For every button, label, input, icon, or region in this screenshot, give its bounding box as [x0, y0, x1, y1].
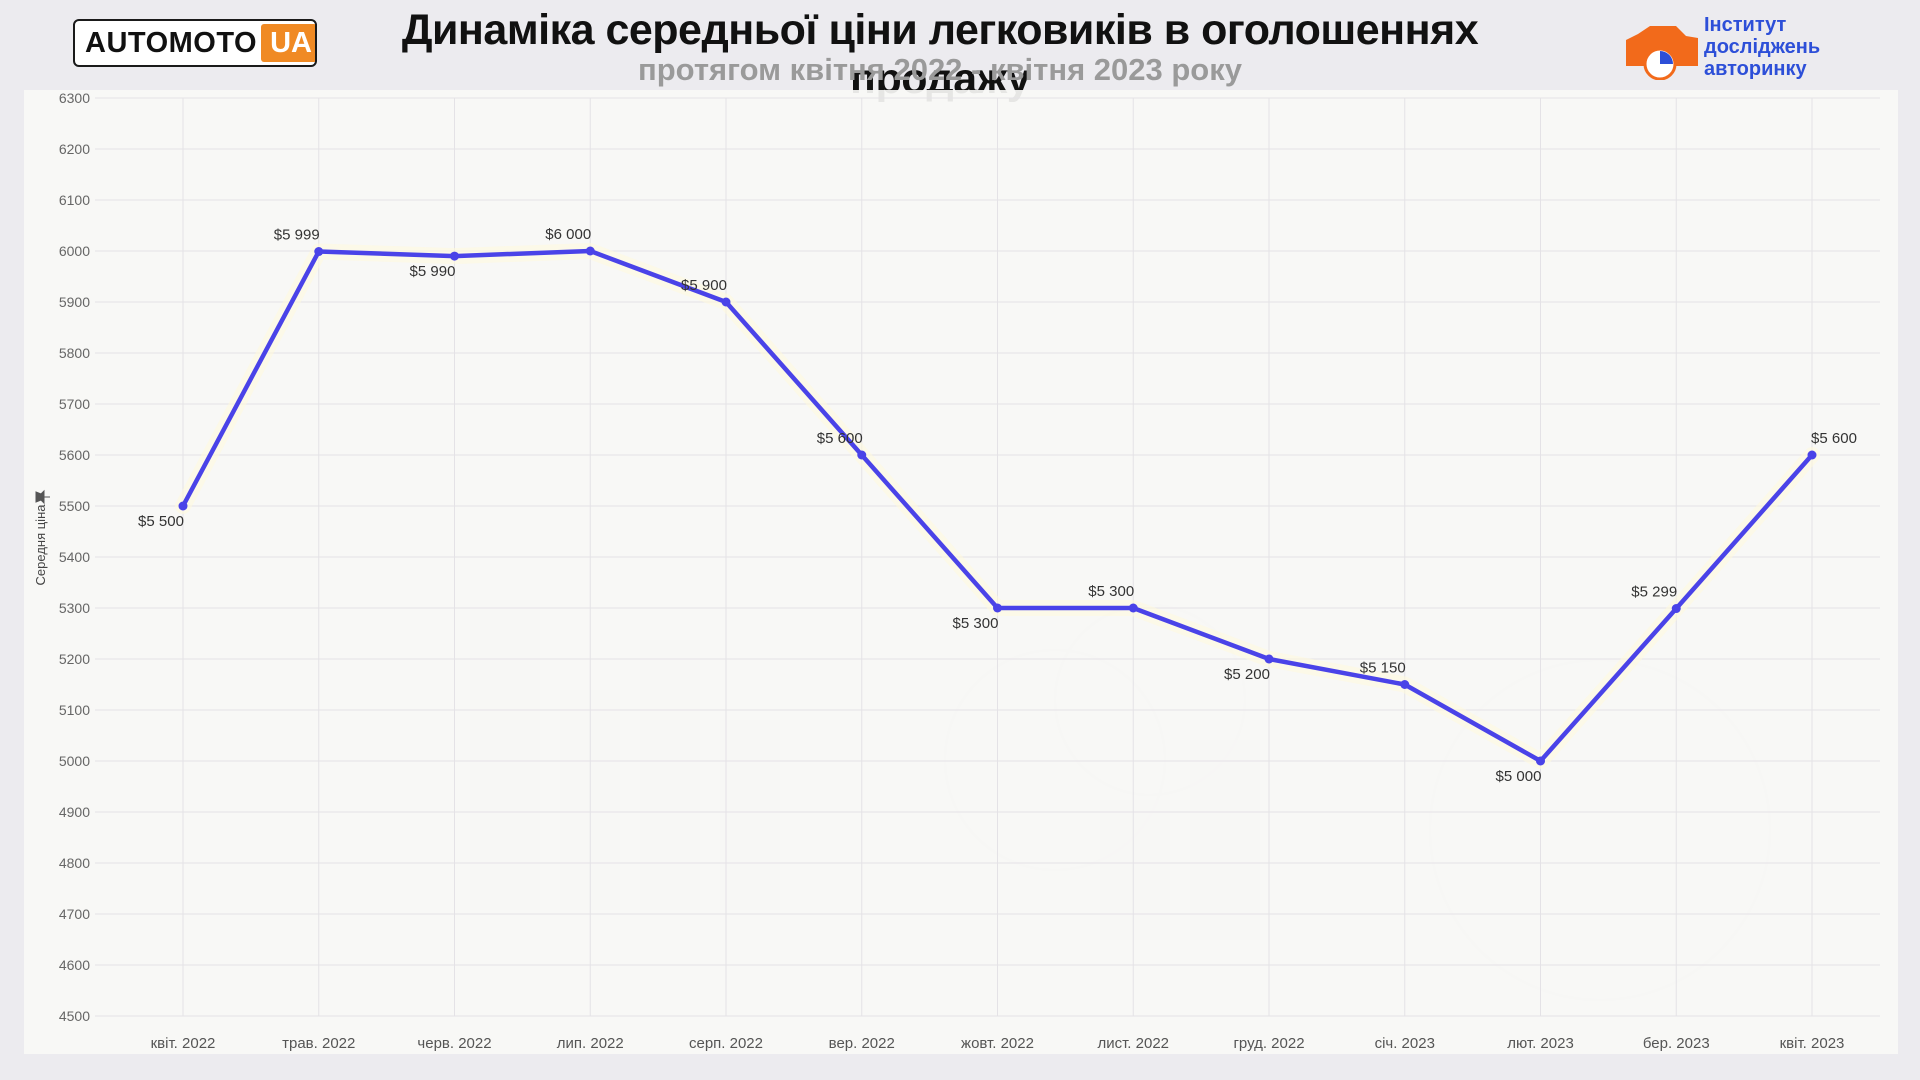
x-tick-label: трав. 2022 — [282, 1035, 355, 1052]
data-point — [993, 603, 1002, 613]
data-label: $5 600 — [817, 430, 863, 447]
logo-text-automoto: AUTOMOTO — [85, 26, 258, 59]
institute-logo[interactable]: Інститут досліджень авторинку — [1624, 14, 1894, 80]
x-tick-label: січ. 2023 — [1375, 1035, 1435, 1052]
institute-logo-line: авторинку — [1704, 58, 1807, 80]
logo-text-ua: UA — [261, 24, 315, 62]
y-tick-label: 5100 — [59, 702, 90, 718]
x-tick-label: вер. 2022 — [829, 1035, 895, 1052]
y-axis-ticks: 4500 4600 4700 4800 4900 5000 5100 5200 5300 5400… — [59, 90, 90, 1024]
data-label: $5 150 — [1360, 660, 1406, 677]
data-label: $5 300 — [1088, 583, 1134, 600]
data-point — [314, 247, 324, 257]
y-tick-label: 5500 — [59, 498, 90, 514]
automoto-ua-logo[interactable]: AUTOMOTO UA — [73, 19, 317, 67]
data-label: $5 990 — [410, 263, 456, 280]
data-point — [585, 246, 595, 256]
y-tick-label: 5600 — [59, 447, 90, 463]
y-tick-label: 4800 — [59, 855, 90, 871]
y-tick-label: 5300 — [59, 600, 90, 616]
x-tick-label: черв. 2022 — [417, 1035, 491, 1052]
x-tick-label: лист. 2022 — [1097, 1035, 1169, 1052]
y-tick-label: 5700 — [59, 396, 90, 412]
data-point — [1536, 756, 1545, 766]
data-point — [1128, 603, 1138, 613]
data-point — [1807, 450, 1817, 460]
y-tick-label: 5000 — [59, 753, 90, 769]
data-point — [1264, 654, 1274, 664]
y-tick-label: 4600 — [59, 957, 90, 973]
data-label: $5 000 — [1496, 768, 1542, 785]
data-label: $5 900 — [681, 277, 727, 294]
institute-logo-line: досліджень — [1704, 36, 1821, 58]
y-tick-label: 6200 — [59, 141, 90, 157]
y-axis-label: Середня ціна — [33, 504, 48, 586]
x-tick-label: лют. 2023 — [1507, 1035, 1574, 1052]
series-layer — [175, 243, 1820, 769]
x-tick-label: серп. 2022 — [689, 1035, 763, 1052]
x-tick-label: груд. 2022 — [1233, 1035, 1304, 1052]
data-label: $5 999 — [274, 227, 320, 244]
x-tick-label: лип. 2022 — [557, 1035, 624, 1052]
data-labels: $5 500 $5 999 $5 990 $6 000 $5 900 $5 600 $5 3… — [138, 226, 1857, 785]
car-pie-icon — [1626, 26, 1698, 80]
page-subtitle: протягом квітня 2022 - квітня 2023 року — [638, 52, 1242, 87]
institute-logo-text: Інститут досліджень авторинку — [1704, 14, 1820, 80]
data-point — [1671, 604, 1681, 614]
data-label: $5 500 — [138, 513, 184, 530]
x-tick-label: квіт. 2022 — [151, 1035, 216, 1052]
data-point — [178, 501, 188, 511]
y-tick-label: 5800 — [59, 345, 90, 361]
data-point — [721, 297, 731, 307]
grid-horizontal — [95, 97, 1880, 1017]
y-tick-label: 5200 — [59, 651, 90, 667]
y-tick-label: 5400 — [59, 549, 90, 565]
y-tick-label: 5900 — [59, 294, 90, 310]
y-tick-label: 4500 — [59, 1008, 90, 1024]
data-label: $5 600 — [1811, 430, 1857, 447]
data-label: $5 200 — [1224, 666, 1270, 683]
grid-vertical — [182, 98, 1813, 1016]
y-tick-label: 6100 — [59, 192, 90, 208]
x-tick-label: жовт. 2022 — [961, 1035, 1034, 1052]
header: AUTOMOTO UA Динаміка середньої ціни легк… — [0, 0, 1920, 103]
data-label: $6 000 — [545, 226, 591, 243]
data-label: $5 300 — [953, 615, 999, 632]
x-tick-label: бер. 2023 — [1643, 1035, 1710, 1052]
x-tick-label: квіт. 2023 — [1780, 1035, 1845, 1052]
institute-logo-line: Інститут — [1704, 14, 1787, 36]
y-tick-label: 4700 — [59, 906, 90, 922]
y-tick-label: 6300 — [59, 90, 90, 106]
pin-icon — [35, 489, 50, 505]
data-point — [1400, 680, 1410, 689]
data-label: $5 299 — [1631, 584, 1677, 601]
y-tick-label: 6000 — [59, 243, 90, 259]
y-tick-label: 4900 — [59, 804, 90, 820]
x-axis-ticks: квіт. 2022 трав. 2022 черв. 2022 лип. 2022 с… — [151, 1035, 1845, 1052]
data-point — [450, 251, 459, 261]
data-point — [857, 450, 867, 460]
